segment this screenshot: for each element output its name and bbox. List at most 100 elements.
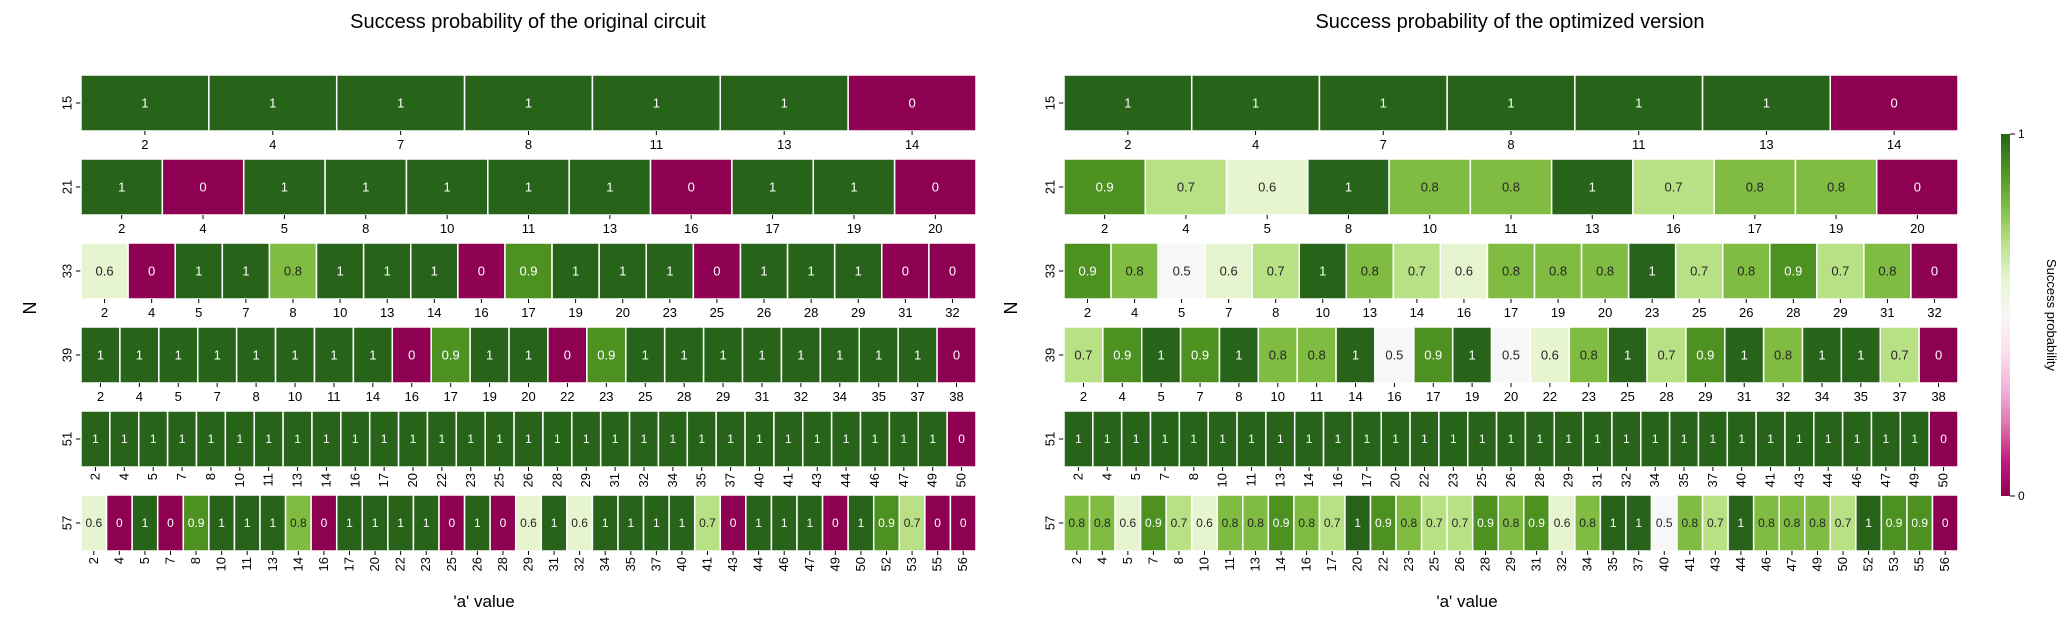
left-col-label-N39-a28: 28 (677, 389, 691, 404)
right-col-label-N33-a5: 5 (1178, 305, 1185, 320)
right-cell-value-N39-a20: 0.5 (1502, 348, 1520, 363)
right-col-label-N33-a13: 13 (1363, 305, 1377, 320)
left-col-label-N57-a2: 2 (86, 557, 101, 564)
right-col-label-N57-a40: 40 (1656, 557, 1671, 571)
right-cell-value-N21-a16: 0.7 (1665, 180, 1683, 195)
left-cell-value-N33-a5: 1 (195, 264, 202, 279)
right-cell-value-N51-a50: 0 (1940, 432, 1947, 446)
left-col-label-N51-a44: 44 (838, 473, 853, 487)
colorbar: 1 0 Success probability (2001, 127, 2059, 503)
left-cell-value-N51-a41: 1 (785, 432, 792, 446)
left-cell-value-N15-a13: 1 (781, 96, 788, 111)
left-cell-value-N33-a19: 1 (572, 264, 579, 279)
right-col-label-N57-a5: 5 (1120, 557, 1135, 564)
right-col-label-N21-a16: 16 (1666, 221, 1680, 236)
right-cell-value-N21-a5: 0.6 (1258, 180, 1276, 195)
left-col-label-N21-a13: 13 (603, 221, 617, 236)
right-cell-value-N51-a11: 1 (1248, 432, 1255, 446)
right-cell-value-N21-a20: 0 (1914, 180, 1921, 195)
left-col-label-N57-a31: 31 (546, 557, 561, 571)
right-cell-value-N21-a2: 0.9 (1096, 180, 1114, 195)
left-cell-value-N21-a10: 1 (444, 180, 451, 195)
right-cell-value-N57-a16: 0.8 (1298, 516, 1315, 530)
left-row-label-N-39: 39 (60, 348, 75, 362)
right-col-label-N33-a23: 23 (1645, 305, 1659, 320)
right-col-label-N57-a20: 20 (1350, 557, 1365, 571)
left-col-label-N51-a25: 25 (492, 473, 507, 487)
left-col-label-N33-a16: 16 (474, 305, 488, 320)
left-cell-value-N33-a16: 0 (478, 264, 485, 279)
right-col-label-N57-a22: 22 (1375, 557, 1390, 571)
left-cell-value-N57-a4: 0 (116, 516, 123, 530)
left-cell-N33-a5 (174, 242, 224, 300)
right-cell-value-N39-a14: 1 (1352, 348, 1359, 363)
left-cell-value-N57-a31: 1 (551, 516, 558, 530)
left-row-label-N-57: 57 (60, 516, 75, 530)
left-col-label-N39-a5: 5 (175, 389, 182, 404)
left-col-label-N57-a17: 17 (342, 557, 357, 571)
left-cell-value-N39-a28: 1 (681, 348, 688, 363)
right-col-label-N39-a2: 2 (1080, 389, 1087, 404)
left-cell-value-N51-a26: 1 (525, 432, 532, 446)
left-cell-value-N51-a4: 1 (121, 432, 128, 446)
right-col-label-N39-a31: 31 (1737, 389, 1751, 404)
right-cell-value-N57-a14: 0.9 (1273, 516, 1290, 530)
left-cell-value-N57-a8: 0.9 (188, 516, 205, 530)
left-cell-N21-a13 (568, 158, 652, 216)
right-cell-value-N57-a44: 1 (1738, 516, 1745, 530)
right-cell-N39-a38 (1918, 326, 1959, 384)
right-cell-value-N57-a40: 0.5 (1656, 516, 1673, 530)
left-cell-N51-a7 (166, 410, 198, 468)
right-cell-value-N39-a29: 0.9 (1696, 348, 1714, 363)
right-cell-value-N57-a47: 0.8 (1784, 516, 1801, 530)
left-cell-value-N57-a35: 1 (627, 516, 634, 530)
right-cell-N51-a29 (1553, 410, 1584, 468)
left-col-label-N33-a17: 17 (521, 305, 535, 320)
left-col-label-N15-a11: 11 (650, 137, 664, 152)
right-row-label-N-33: 33 (1043, 264, 1058, 278)
right-col-label-N57-a41: 41 (1682, 557, 1697, 571)
left-cell-N57-a16 (310, 494, 338, 552)
right-cell-value-N57-a8: 0.7 (1171, 516, 1188, 530)
left-cell-value-N57-a47: 1 (806, 516, 813, 530)
right-col-label-N51-a4: 4 (1099, 473, 1114, 480)
left-col-label-N51-a49: 49 (925, 473, 940, 487)
left-cell-value-N51-a16: 1 (352, 432, 359, 446)
right-cell-value-N15-a14: 0 (1891, 96, 1898, 111)
left-col-label-N39-a32: 32 (794, 389, 808, 404)
left-cell-value-N51-a44: 1 (843, 432, 850, 446)
right-col-label-N39-a32: 32 (1776, 389, 1790, 404)
left-cell-value-N57-a11: 1 (244, 516, 251, 530)
left-cell-value-N57-a50: 1 (858, 516, 865, 530)
left-col-label-N51-a32: 32 (636, 473, 651, 487)
right-cell-N57-a11 (1216, 494, 1244, 552)
right-cell-N51-a17 (1351, 410, 1382, 468)
right-cell-value-N57-a37: 1 (1635, 516, 1642, 530)
right-col-label-N33-a8: 8 (1272, 305, 1279, 320)
left-cell-value-N51-a8: 1 (208, 432, 215, 446)
right-cell-value-N51-a26: 1 (1508, 432, 1515, 446)
right-col-label-N57-a28: 28 (1477, 557, 1492, 571)
right-col-label-N33-a14: 14 (1410, 305, 1424, 320)
right-cell-N33-a26 (1721, 242, 1771, 300)
left-row-label-N-51: 51 (60, 432, 75, 446)
right-cell-N15-a11 (1574, 74, 1704, 132)
right-cell-value-N57-a5: 0.6 (1120, 516, 1137, 530)
right-cell-value-N39-a23: 0.8 (1580, 348, 1598, 363)
left-cell-value-N51-a22: 1 (439, 432, 446, 446)
left-cell-value-N51-a35: 1 (698, 432, 705, 446)
left-cell-N39-a20 (508, 326, 549, 384)
left-cell-value-N51-a25: 1 (496, 432, 503, 446)
right-col-label-N39-a4: 4 (1119, 389, 1126, 404)
left-col-label-N51-a40: 40 (751, 473, 766, 487)
right-cell-N57-a34 (1574, 494, 1602, 552)
right-cell-N39-a14 (1335, 326, 1376, 384)
right-col-label-N57-a43: 43 (1707, 557, 1722, 571)
left-cell-N15-a4 (208, 74, 338, 132)
left-cell-N51-a46 (859, 410, 891, 468)
left-col-label-N39-a37: 37 (910, 389, 924, 404)
left-cell-value-N51-a37: 1 (727, 432, 734, 446)
left-cell-N51-a50 (946, 410, 977, 468)
left-cell-value-N51-a40: 1 (756, 432, 763, 446)
